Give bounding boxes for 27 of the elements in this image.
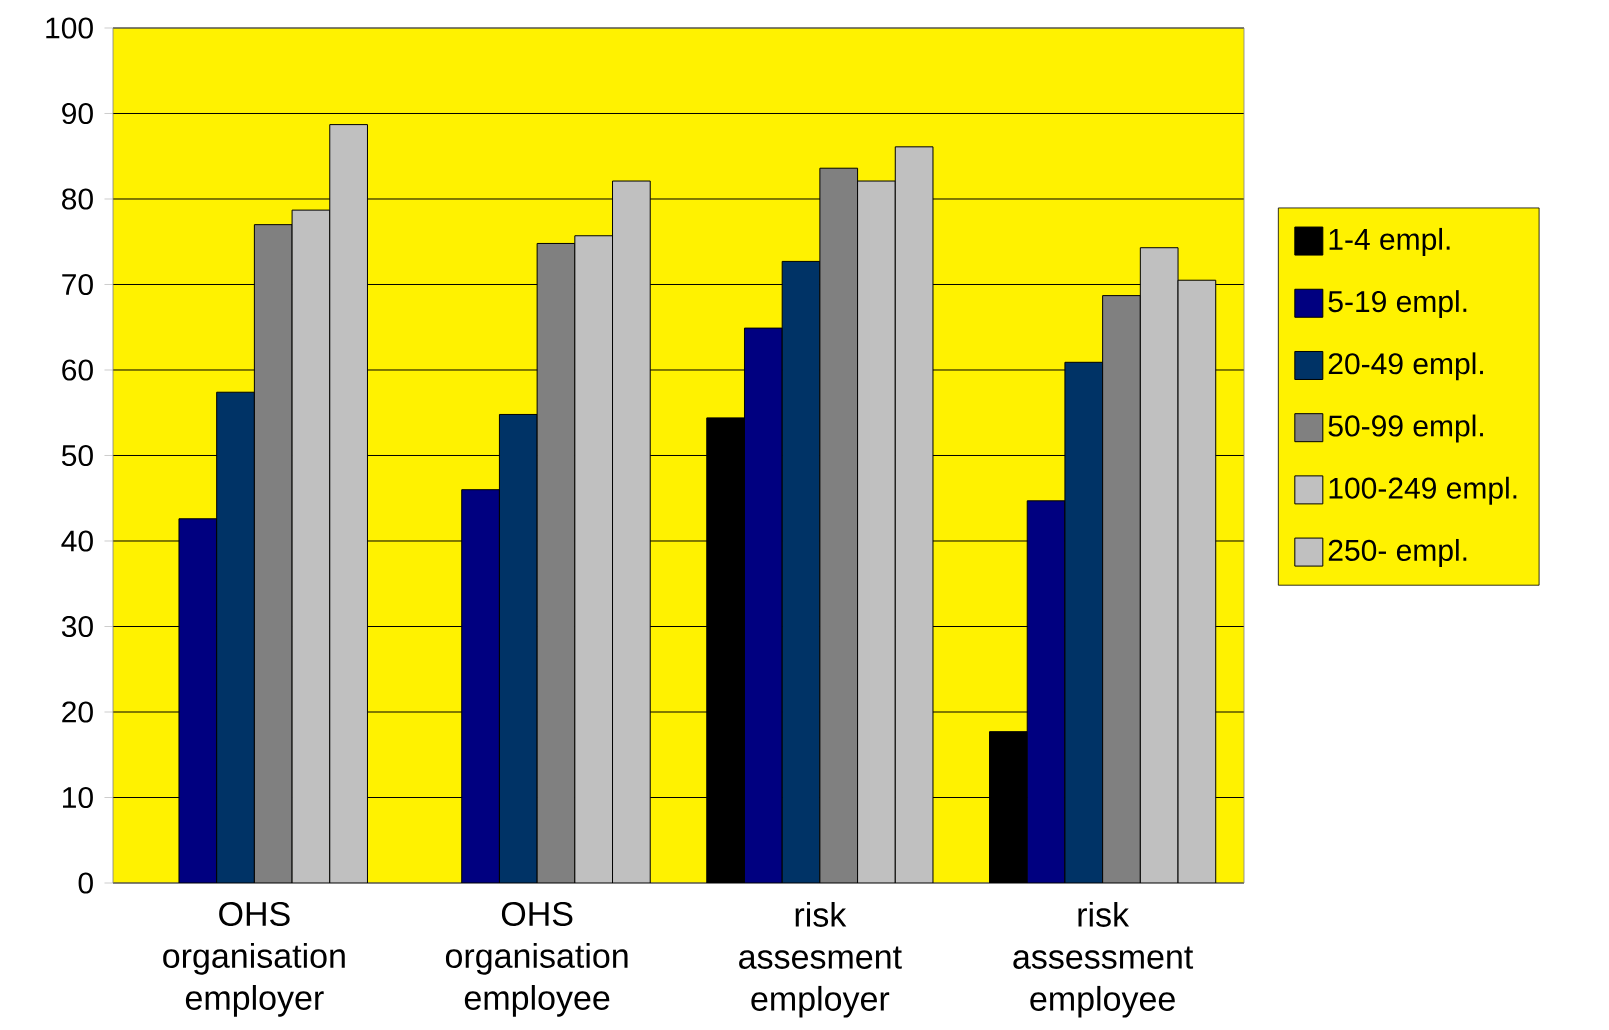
y-tick-label: 100 (46, 17, 93, 39)
y-tick-label: 50 (61, 444, 93, 467)
bar (461, 489, 500, 883)
legend-label: 5-19 empl. (1328, 290, 1467, 319)
legend-label: 1-4 empl. (1329, 227, 1450, 256)
legend-label: 20-49 empl. (1328, 352, 1483, 381)
x-tick-label: risk assessment employee (1013, 901, 1194, 1018)
x-tick-label: OHS organisation employer (163, 901, 345, 1017)
y-tick-label: 40 (61, 530, 93, 552)
y-tick-label: 10 (63, 786, 93, 809)
legend-label: 50-99 empl. (1328, 414, 1483, 443)
y-tick-label: 90 (62, 102, 93, 125)
bar (1139, 247, 1179, 883)
y-tick-label: 70 (62, 273, 93, 296)
y-tick-label: 60 (62, 359, 93, 381)
y-tick-label: 20 (62, 701, 93, 723)
bar (1177, 279, 1217, 883)
legend-label: 100-249 empl. (1329, 476, 1517, 505)
bar (1026, 500, 1066, 883)
x-tick-label: OHS organisation employee (445, 901, 628, 1017)
x-tick-label: risk assesment employer (739, 901, 902, 1018)
y-tick-label: 80 (62, 188, 93, 210)
y-tick-label: 30 (61, 615, 93, 638)
bar (743, 327, 783, 883)
bar (178, 518, 218, 883)
legend-label: 250- empl. (1328, 538, 1467, 567)
y-tick-label: 0 (78, 872, 93, 894)
